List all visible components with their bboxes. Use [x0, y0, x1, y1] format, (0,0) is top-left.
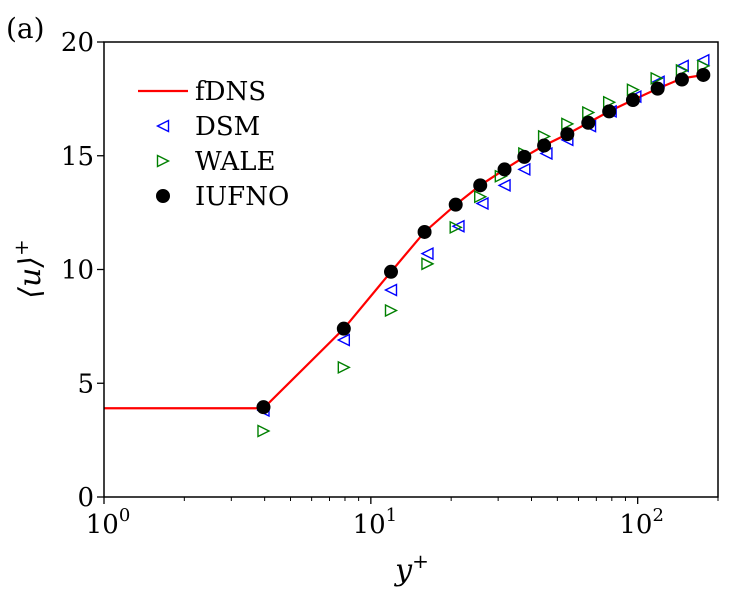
data-point-wale [474, 190, 488, 204]
data-point-iufno [696, 67, 711, 82]
axes-frame [103, 41, 719, 498]
data-point-iufno [383, 264, 398, 279]
legend-label-iufno: IUFNO [195, 182, 289, 212]
data-point-iufno [517, 149, 532, 164]
legend-label-fdns: fDNS [195, 77, 266, 107]
data-point-dsm [475, 196, 489, 211]
y-tick-label: 5 [77, 369, 94, 399]
y-axis-title-sup: + [9, 239, 33, 256]
legend-swatch-iufno [156, 189, 170, 203]
y-tick-label: 10 [61, 256, 94, 286]
data-point-iufno [497, 162, 512, 177]
legend-label-wale: WALE [195, 147, 275, 177]
panel-label: (a) [6, 12, 45, 45]
legend: fDNS DSM WALE IUFNO [138, 77, 289, 212]
data-point-iufno [560, 127, 575, 142]
x-axis: 100 101 102 [86, 497, 719, 540]
plot-area [104, 53, 711, 438]
data-point-wale [257, 424, 271, 438]
data-point-wale [650, 71, 664, 86]
data-point-iufno [448, 197, 463, 212]
x-axis-title-sup: + [412, 549, 429, 573]
data-point-iufno [256, 400, 271, 415]
data-point-dsm [696, 53, 710, 67]
data-point-iufno [602, 104, 617, 119]
data-point-wale [582, 105, 596, 120]
data-point-dsm [517, 162, 531, 177]
data-point-wale [561, 117, 575, 131]
data-point-iufno [625, 93, 640, 108]
data-point-iufno [537, 138, 552, 153]
y-tick-label: 0 [77, 483, 94, 513]
y-axis-title-text: ⟨u⟩ [13, 256, 48, 299]
data-point-wale [384, 303, 399, 318]
data-point-iufno [473, 178, 488, 193]
legend-label-dsm: DSM [195, 112, 260, 142]
data-point-iufno [650, 81, 665, 96]
data-point-wale [626, 83, 641, 97]
y-tick-label: 15 [61, 142, 94, 172]
data-point-dsm [420, 246, 434, 261]
legend-swatch-wale [156, 154, 171, 168]
y-axis-title: ⟨u⟩+ [9, 239, 48, 299]
data-point-dsm [383, 283, 398, 297]
x-tick-label: 100 [86, 505, 131, 540]
y-axis: 0 5 10 15 20 [61, 28, 104, 513]
series-line-fdns [104, 73, 704, 410]
data-point-dsm [336, 333, 351, 347]
x-axis-title: y+ [393, 549, 429, 588]
legend-swatch-dsm [155, 119, 170, 133]
x-axis-title-text: y [393, 553, 413, 588]
x-tick-label: 101 [353, 505, 398, 540]
data-point-wale [421, 257, 435, 271]
data-point-iufno [336, 321, 351, 336]
data-point-wale [449, 220, 463, 235]
data-point-iufno [674, 72, 689, 87]
data-point-dsm [497, 178, 511, 192]
data-point-wale [337, 360, 351, 374]
x-tick-label: 102 [619, 505, 664, 540]
data-point-iufno [417, 224, 432, 239]
svg-text:⟨u⟩+: ⟨u⟩+ [9, 239, 48, 299]
data-point-iufno [581, 115, 596, 130]
y-tick-label: 20 [61, 28, 94, 58]
